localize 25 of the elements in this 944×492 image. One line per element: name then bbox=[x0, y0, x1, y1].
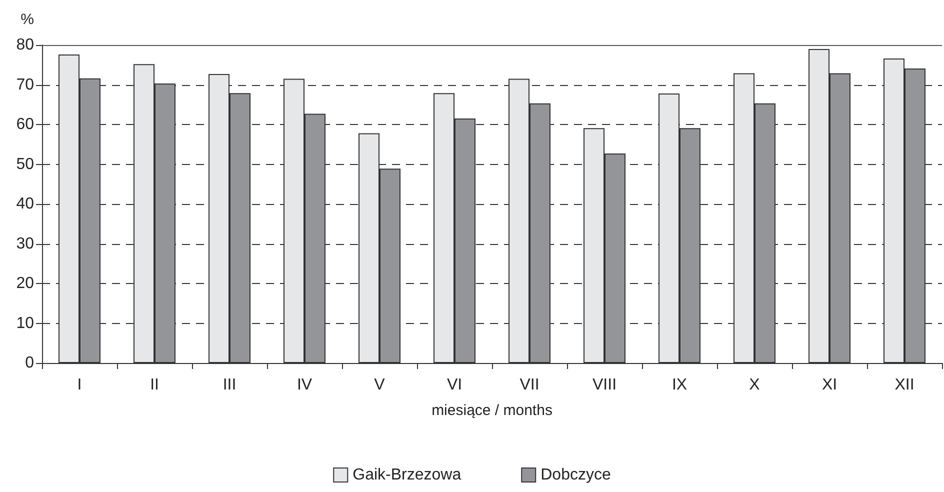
x-tick-label: XII bbox=[894, 376, 914, 394]
x-axis-title: miesiące / months bbox=[432, 402, 552, 419]
x-tick-label: II bbox=[150, 376, 159, 394]
y-tick-label: 60 bbox=[16, 116, 34, 133]
x-tick-label: VII bbox=[520, 376, 540, 394]
y-tick-label: 50 bbox=[16, 156, 34, 173]
x-tick-label: IV bbox=[296, 376, 312, 394]
x-tick-label: V bbox=[374, 376, 386, 394]
y-tick-label: 0 bbox=[25, 354, 34, 372]
x-tick-label: VIII bbox=[592, 376, 617, 394]
legend-label: Dobczyce bbox=[540, 466, 611, 484]
x-tick-label: VI bbox=[446, 376, 462, 394]
y-tick-label: 20 bbox=[16, 275, 34, 292]
y-tick-label: 70 bbox=[16, 76, 34, 94]
x-tick-label: XI bbox=[822, 376, 838, 394]
x-tick-label: III bbox=[222, 376, 236, 394]
x-tick-label: IX bbox=[672, 376, 688, 394]
x-tick-label: I bbox=[77, 376, 82, 394]
y-tick-label: 40 bbox=[16, 196, 34, 212]
x-tick-label: X bbox=[749, 376, 760, 394]
y-tick-label: 80 bbox=[16, 36, 34, 54]
y-tick-label: 10 bbox=[16, 314, 34, 332]
y-axis-title: % bbox=[20, 11, 34, 28]
y-tick-label: 30 bbox=[16, 235, 34, 252]
legend-label: Gaik-Brzezowa bbox=[352, 466, 462, 484]
